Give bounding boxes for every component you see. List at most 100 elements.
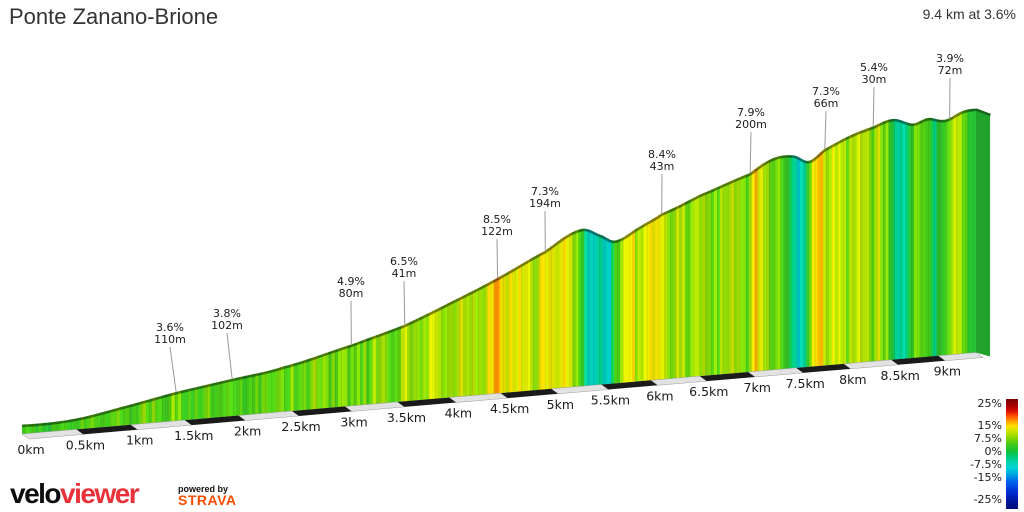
gradient-stripe: [51, 424, 56, 432]
ridge-segment: [742, 174, 747, 179]
gradient-stripe: [734, 180, 738, 374]
ridge-segment: [592, 231, 598, 236]
gradient-stripe: [751, 172, 755, 372]
ridge-segment: [722, 183, 727, 188]
ridge-segment: [816, 152, 822, 158]
gradient-stripe: [617, 241, 621, 384]
ridge-segment: [125, 404, 131, 409]
gradient-stripe: [122, 408, 127, 426]
legend-label: -25%: [974, 493, 1002, 506]
annotation-length: 66m: [814, 97, 839, 110]
strava-logo: STRAVA: [178, 492, 237, 508]
annotation-gradient: 6.5%: [390, 255, 418, 268]
ridge-segment: [736, 177, 741, 181]
ridge-segment: [474, 288, 480, 293]
ridge-segment: [381, 332, 387, 336]
veloviewer-logo: veloviewer: [10, 478, 140, 509]
ridge-segment: [589, 230, 595, 235]
ridge-segment: [283, 365, 288, 369]
gradient-stripe: [930, 120, 935, 357]
gradient-stripe: [868, 129, 873, 362]
ridge-segment: [556, 239, 562, 245]
gradient-stripe: [880, 124, 884, 361]
veloviewer-logo-velo: velo: [10, 478, 62, 509]
ridge-segment: [459, 296, 464, 300]
gradient-stripe: [478, 288, 482, 396]
gradient-stripe: [860, 132, 864, 363]
ridge-segment: [794, 155, 799, 160]
ridge-segment: [261, 371, 266, 375]
gradient-stripe: [226, 381, 231, 417]
ridge-segment: [197, 386, 202, 390]
annotation-length: 110m: [154, 333, 186, 346]
ridge-segment: [913, 122, 918, 126]
ridge-segment: [362, 338, 368, 343]
ridge-segment: [933, 118, 938, 122]
gradient-stripe: [425, 315, 430, 400]
gradient-stripe: [239, 378, 243, 416]
gradient-stripe: [181, 392, 185, 421]
x-tick-label: 5.5km: [591, 393, 630, 408]
gradient-stripe: [242, 378, 247, 416]
ridge-segment: [873, 124, 879, 129]
road-segment: [76, 424, 138, 435]
ridge-segment: [471, 289, 477, 294]
gradient-stripe: [296, 364, 301, 411]
gradient-stripe: [109, 411, 114, 427]
gradient-stripe: [331, 352, 336, 408]
ridge-segment: [604, 237, 610, 242]
gradient-stripe: [877, 125, 881, 361]
gradient-stripe: [803, 162, 807, 368]
gradient-stripe: [232, 380, 237, 416]
ridge-segment: [681, 202, 686, 207]
gradient-stripe: [54, 423, 59, 432]
gradient-stripe: [264, 373, 269, 414]
gradient-stripe: [508, 272, 513, 393]
gradient-stripe: [808, 162, 813, 367]
gradient-stripe: [28, 426, 33, 434]
annotation: 7.3%194m: [529, 185, 561, 252]
ridge-segment: [819, 150, 825, 155]
ridge-segment: [450, 300, 455, 305]
ridge-segment: [318, 354, 324, 358]
gradient-stripe: [794, 157, 799, 369]
ridge-segment: [155, 396, 160, 401]
road-segment: [891, 355, 946, 365]
ridge-segment: [836, 140, 842, 145]
ridge-segment: [716, 186, 721, 190]
ridge-segment: [324, 352, 330, 356]
gradient-stripe: [41, 425, 46, 433]
gradient-stripe: [315, 357, 320, 409]
gradient-stripe: [670, 210, 674, 379]
gradient-stripe: [817, 155, 821, 367]
legend-label: 25%: [978, 397, 1002, 410]
gradient-stripe: [649, 221, 654, 381]
gradient-stripe: [771, 159, 776, 370]
gradient-stripe: [403, 325, 408, 402]
gradient-stripe: [287, 366, 291, 412]
road-segment: [292, 406, 353, 416]
gradient-stripe: [554, 244, 558, 389]
annotation-gradient: 7.3%: [531, 185, 559, 198]
ridge-segment: [480, 285, 486, 289]
gradient-stripe: [548, 248, 552, 390]
gradient-stripe: [745, 176, 750, 373]
ridge-segment: [328, 351, 333, 355]
ridge-segment: [299, 360, 304, 365]
x-tick-label: 6.5km: [689, 384, 728, 399]
gradient-stripe: [419, 318, 424, 401]
ridge-segment: [871, 125, 876, 130]
gradient-stripe: [145, 401, 150, 424]
ridge-segment: [839, 138, 845, 143]
gradient-stripe: [213, 384, 218, 418]
gradient-stripe: [274, 370, 279, 413]
ridge-segment: [675, 205, 680, 210]
ridge-segment: [109, 409, 114, 413]
ridge-segment: [701, 192, 707, 197]
gradient-stripe: [363, 341, 367, 405]
ridge-segment: [264, 370, 269, 375]
gradient-stripe: [360, 342, 364, 406]
gradient-stripe: [447, 304, 451, 398]
gradient-stripe: [207, 386, 211, 419]
ridge-segment: [666, 209, 672, 214]
